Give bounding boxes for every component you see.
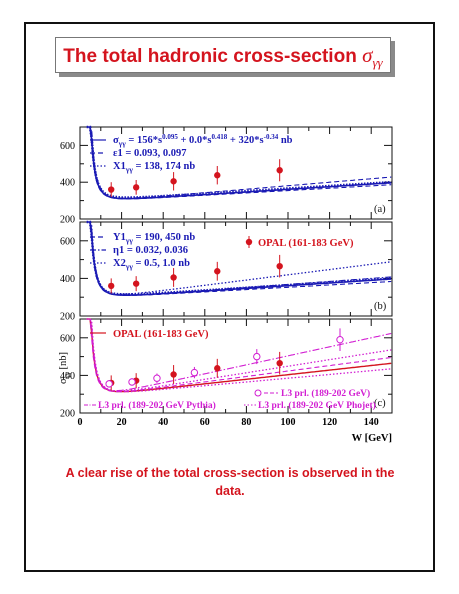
data-point (170, 274, 177, 281)
slide-title: The total hadronic cross-section σγγ (56, 38, 390, 72)
curve-dashed-lower (86, 221, 392, 296)
legend-label: η1 = 0.032, 0.036 (113, 245, 188, 256)
data-point (132, 280, 140, 287)
curve-dashed-upper (86, 126, 392, 199)
curve-dotted-upper (86, 221, 392, 295)
data-point (214, 172, 221, 179)
data-point (170, 178, 177, 185)
y-tick-label: 200 (60, 215, 75, 226)
y-tick-label: 600 (60, 236, 75, 247)
curve-l3-phojet (86, 318, 392, 393)
plot-frame (79, 126, 393, 220)
x-axis: 0 20 40 60 80 100 120 140 W [GeV] (78, 417, 393, 444)
slide-frame (24, 22, 435, 572)
data-point-open (153, 374, 161, 382)
x-tick-label: 80 (241, 417, 251, 428)
y-tick-label: 200 (60, 312, 75, 323)
data-point (108, 186, 115, 193)
legend-label: OPAL (161-183 GeV) (113, 329, 209, 340)
x-tick-label: 40 (158, 417, 168, 428)
legend-label: X1γγ​ = 138, 174 nb (113, 161, 195, 174)
x-tick-label: 20 (117, 417, 127, 428)
data-point-open (105, 380, 113, 388)
legend-label: L3 prl. (189-202 GeV Pythia) (98, 400, 216, 411)
data-point (214, 365, 221, 372)
legend-label: L3 prl. (189-202 GeV Phojet) (258, 400, 376, 411)
y-tick-label: 600 (60, 141, 75, 152)
x-tick-label: 140 (364, 417, 379, 428)
data-point (276, 359, 283, 367)
x-tick-label: 0 (78, 417, 83, 428)
legend-marker-open (254, 389, 262, 397)
x-axis-label: W [GeV] (352, 433, 392, 444)
data-point (214, 268, 221, 275)
curve-dashdot (86, 221, 392, 296)
data-point (108, 282, 115, 290)
curve-l3-phojet-upper (86, 318, 392, 392)
data-point-open (253, 352, 261, 361)
y-axis-label: σγγ [nb] (58, 352, 71, 384)
legend-label: L3 prl. (189-202 GeV) (281, 388, 370, 399)
x-tick-label: 120 (322, 417, 337, 428)
data-point (276, 262, 283, 270)
y-tick-label: 400 (60, 274, 75, 285)
panel-label: (c) (374, 398, 386, 409)
y-tick-label: 600 (60, 333, 75, 344)
title-symbol: σγγ (362, 43, 383, 71)
y-tick-label: 200 (60, 409, 75, 420)
title-box: The total hadronic cross-section σγγ (55, 37, 391, 73)
curve-l3-dashed (86, 318, 392, 393)
panel-label: (b) (374, 301, 387, 312)
data-point-open (190, 368, 199, 377)
x-tick-label: 60 (200, 417, 210, 428)
data-point (170, 371, 177, 378)
legend-label: OPAL (161-183 GeV) (258, 238, 354, 249)
legend-label: X2γγ​ = 0.5, 1.0 nb (113, 258, 190, 271)
data-point-open (336, 335, 344, 344)
panel-c: 200 400 600 (c) OPAL (161-183 GeV) L3 prl. (1… (58, 318, 393, 420)
y-tick-label: 400 (60, 178, 75, 189)
legend-label: σγγ​ = 156*s0.095​ + 0.0*s0.418​ + 320*s… (113, 133, 293, 148)
caption: A clear rise of the total cross-section … (65, 466, 395, 498)
legend-label: ε1 = 0.093, 0.097 (113, 148, 186, 159)
panel-a: 200 400 600 (a) σγγ​ = 156*s0.095​ + 0.0*s0.… (60, 125, 393, 226)
curve-dashed-lower (86, 126, 392, 200)
curve-opal-solid (86, 318, 392, 393)
plot-frame (79, 221, 393, 317)
plot-frame (79, 318, 393, 414)
legend-label: Y1γγ​ = 190, 450 nb (113, 232, 195, 245)
x-tick-label: 100 (281, 417, 296, 428)
data-point (276, 167, 283, 174)
data-point-open (128, 378, 136, 386)
y-tick-label: 400 (60, 371, 75, 382)
panel-label: (a) (374, 204, 386, 215)
data-point (132, 184, 140, 191)
title-text: The total hadronic cross-section (63, 46, 357, 67)
